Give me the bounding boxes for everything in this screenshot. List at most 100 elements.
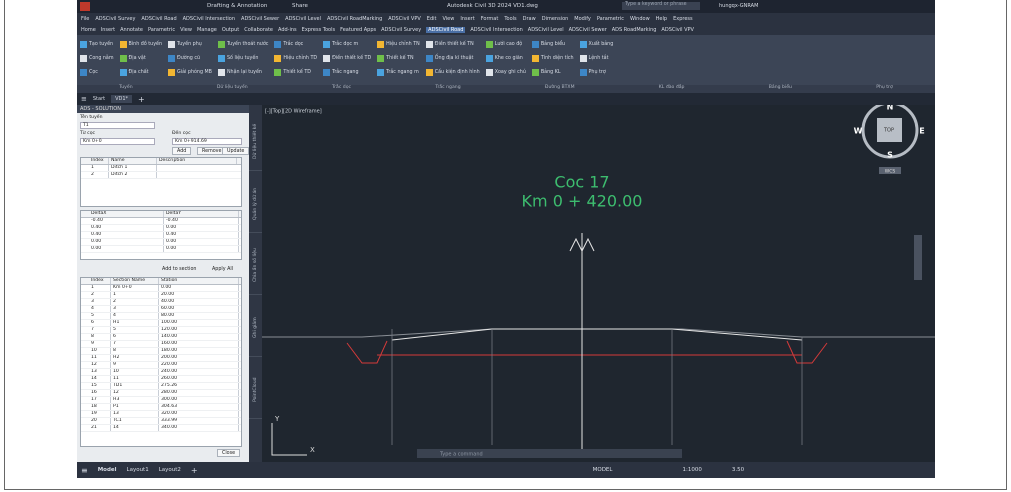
ribbon-button[interactable]: Tuyến phụ (168, 38, 212, 50)
ribbon-button[interactable]: Xuất bảng (579, 38, 613, 50)
ribbon-button[interactable]: Lệnh tắt (579, 52, 614, 64)
ribbon-tab[interactable]: ADS RoadMarking (611, 26, 657, 33)
ribbon-button[interactable]: Tạo tuyến (80, 38, 114, 50)
table-row[interactable]: 4 3 60.00 (81, 306, 241, 313)
compass-n[interactable]: N (887, 105, 894, 112)
ribbon-button[interactable]: Cong nằm (80, 52, 114, 64)
viewcube[interactable] (877, 118, 902, 142)
status-model[interactable]: MODEL (592, 467, 613, 473)
share[interactable]: Share (292, 3, 308, 9)
table-row[interactable]: 11 H2 200.00 (81, 355, 241, 362)
ribbon-tab[interactable]: Insert (100, 26, 116, 33)
menu-item[interactable]: Format (480, 15, 499, 22)
ribbon-button[interactable]: Bảng KL (531, 66, 574, 78)
ribbon-tab[interactable]: ADSCivil Level (527, 26, 564, 33)
ribbon-button[interactable]: Xoay ghi chú (485, 66, 526, 78)
table-row[interactable]: 15 TD1 275.26 (81, 383, 241, 390)
ribbon-tab[interactable]: Parametric (148, 26, 176, 33)
menu-item[interactable]: Edit (426, 15, 437, 22)
ribbon-tab[interactable]: Featured Apps (340, 26, 377, 33)
nav-bar[interactable] (914, 235, 922, 280)
ribbon-tab[interactable]: Manage (196, 26, 217, 33)
ribbon-button[interactable]: Trắc ngang (323, 66, 371, 78)
ribbon-button[interactable]: Đường cũ (168, 52, 212, 64)
app-logo[interactable] (80, 2, 90, 11)
table-row[interactable]: 0.40 0.40 (81, 232, 241, 239)
ribbon-button[interactable]: Bình đồ tuyến (119, 38, 162, 50)
menu-item[interactable]: ADSCivil Survey (95, 15, 136, 22)
ribbon-button[interactable]: Trắc ngang m (377, 66, 420, 78)
ribbon-button[interactable]: Tuyến thoát nước (217, 38, 268, 50)
ribbon-tab[interactable]: ADSCivil VPV (661, 26, 694, 33)
table-row[interactable]: 1 Ditch 1 (81, 165, 241, 172)
ribbon-button[interactable]: Trắc dọc (274, 38, 317, 50)
menu-icon[interactable]: ≡ (81, 95, 87, 103)
table-row[interactable]: 20 TC1 333.99 (81, 418, 241, 425)
menu-item[interactable]: Modify (574, 15, 591, 22)
side-tab[interactable]: Quản lý dữ án (249, 175, 262, 233)
table-row[interactable]: 18 P1 304.63 (81, 404, 241, 411)
doc-tab[interactable]: Start (92, 96, 106, 102)
menu-item[interactable]: Insert (460, 15, 475, 22)
table-row[interactable]: 0.00 0.00 (81, 246, 241, 253)
table-row[interactable]: 8 6 140.00 (81, 334, 241, 341)
side-tab[interactable]: Chia ẩn số liệu (249, 237, 262, 295)
ribbon-tab[interactable]: ADSCivil Sewer (568, 26, 607, 33)
to-select[interactable]: Km 0+914.69 (172, 138, 242, 145)
ribbon-button[interactable]: Ống địa kĩ thuật (425, 52, 480, 64)
command-line[interactable] (417, 449, 682, 458)
panel-button[interactable]: Apply All (212, 267, 234, 272)
menu-item[interactable]: ADSCivil Level (285, 15, 322, 22)
side-tab[interactable]: PointCloud (249, 361, 262, 419)
panel-button[interactable]: Add to section (162, 267, 197, 272)
table-row[interactable]: 14 11 260.00 (81, 376, 241, 383)
command-input[interactable]: Type a command (439, 452, 483, 458)
ribbon-button[interactable]: Địa vật (119, 52, 163, 64)
ribbon-tab[interactable]: Annotate (120, 26, 143, 33)
wcs[interactable]: WCS (885, 169, 896, 175)
compass-ring[interactable] (861, 105, 919, 159)
new-tab[interactable]: + (138, 94, 145, 104)
table-row[interactable]: -0.40 -0.40 (81, 218, 241, 225)
ribbon-tab[interactable]: Express Tools (301, 26, 336, 33)
table-row[interactable]: 21 14 340.00 (81, 425, 241, 432)
menu-item[interactable]: Dimension (541, 15, 569, 22)
table-row[interactable]: 2 1 20.00 (81, 292, 241, 299)
table-row[interactable]: 19 13 320.00 (81, 411, 241, 418)
ribbon-button[interactable]: Cọc (80, 66, 114, 78)
menu-item[interactable]: ADSCivil Road (141, 15, 177, 22)
compass-w[interactable]: W (854, 127, 863, 136)
ribbon-button[interactable]: Phụ trợ (579, 66, 614, 78)
table-row[interactable]: 10 8 180.00 (81, 348, 241, 355)
ribbon-tab[interactable]: ADSCivil Survey (381, 26, 422, 33)
panel-button[interactable]: Update (222, 147, 250, 155)
wcs-box[interactable] (879, 167, 901, 174)
table-row[interactable]: 5 4 80.00 (81, 313, 241, 320)
side-tab[interactable]: Dữ liệu thiết kế (249, 113, 262, 171)
workspace[interactable]: Drafting & Annotation (207, 3, 268, 9)
table-row[interactable]: 3 2 40.00 (81, 299, 241, 306)
viewport[interactable]: [-][Top][2D Wireframe] Coc 17 Km 0 + 420… (262, 105, 935, 462)
ribbon-tab[interactable]: ADSCivil Road (426, 26, 466, 33)
menu-item[interactable]: Help (655, 15, 668, 22)
ribbon-button[interactable]: Hiệu chỉnh TD (274, 52, 317, 64)
ribbon-tab[interactable]: Collaborate (244, 26, 273, 33)
ribbon-tab[interactable]: Home (81, 26, 96, 33)
doc-tab[interactable]: VD1* (111, 95, 133, 103)
table-row[interactable]: 13 10 240.00 (81, 369, 241, 376)
ribbon-button[interactable]: Thiết kế TD (274, 66, 317, 78)
ribbon-button[interactable]: Thiết kế TN (377, 52, 420, 64)
ribbon-button[interactable]: Điền thiết kế TD (323, 52, 371, 64)
menu-item[interactable]: ADSCivil Sewer (241, 15, 280, 22)
menu-item[interactable]: Draw (522, 15, 536, 22)
ribbon-button[interactable]: Khe co giãn (485, 52, 526, 64)
ribbon-tab[interactable]: Output (221, 26, 240, 33)
table-row[interactable]: 2 Ditch 2 (81, 172, 241, 179)
layout-tab[interactable]: Layout2 (158, 467, 181, 473)
table-row[interactable]: 0.40 0.00 (81, 225, 241, 232)
menu-item[interactable]: ADSCivil Intersection (182, 15, 236, 22)
table-row[interactable]: 6 H1 100.00 (81, 320, 241, 327)
menu-item[interactable]: View (442, 15, 455, 22)
ribbon-button[interactable]: Nhận lại tuyến (217, 66, 268, 78)
menu-item[interactable]: ADSCivil VPV (388, 15, 421, 22)
